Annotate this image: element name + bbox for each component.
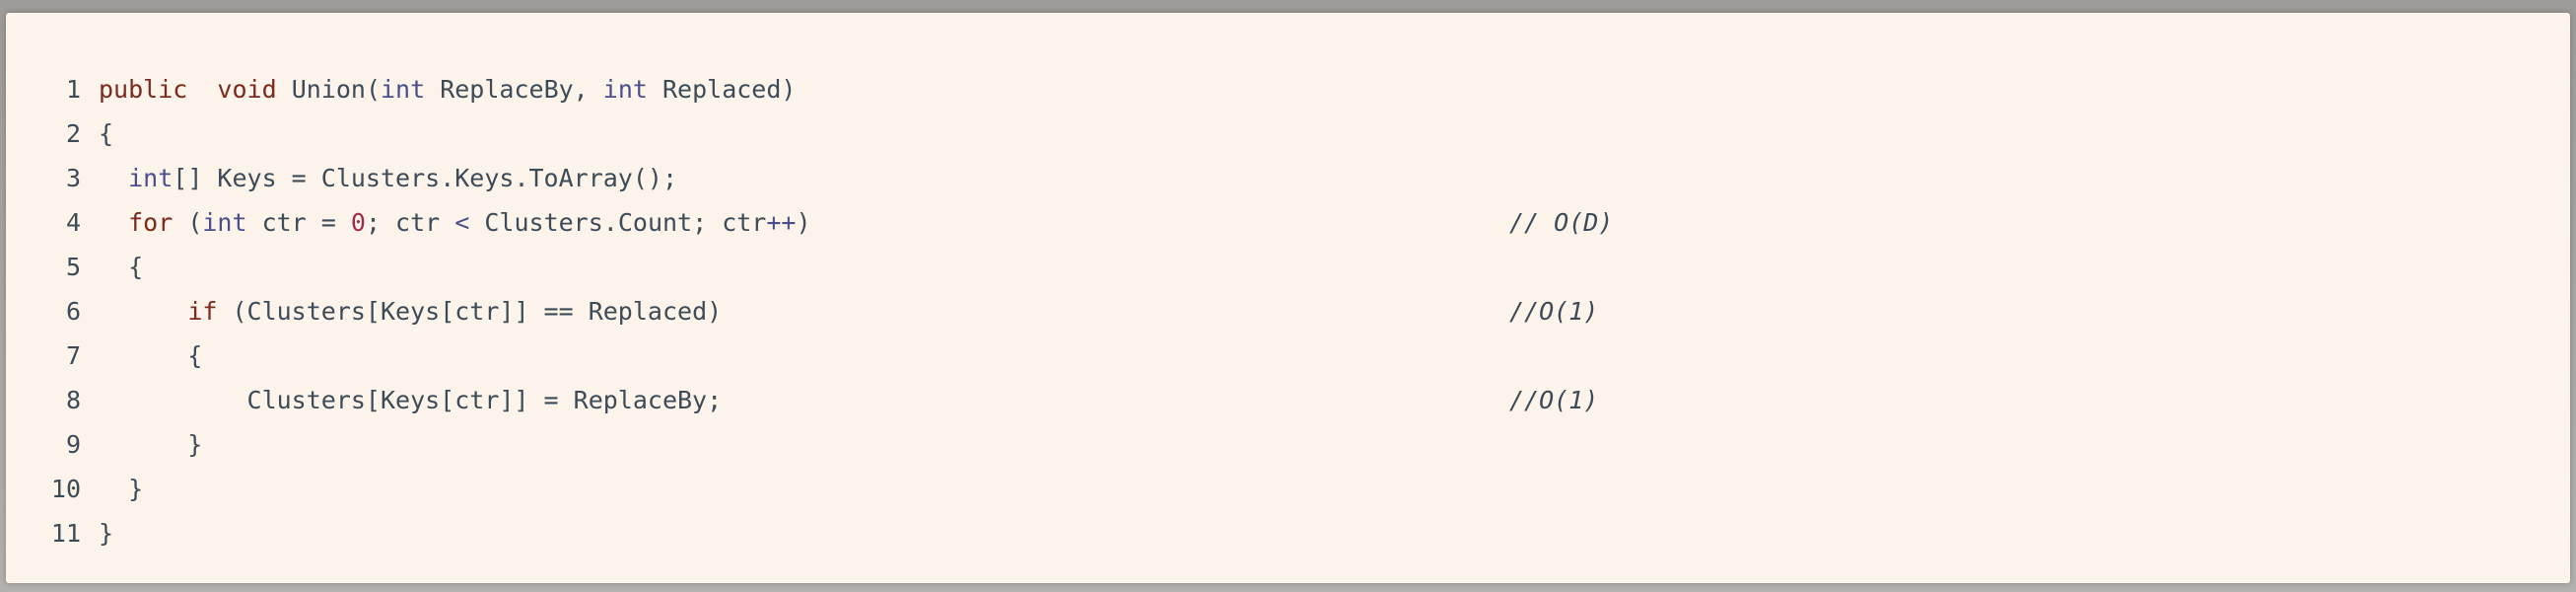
code-token-op: ++ xyxy=(766,208,797,237)
code-line: 1 public void Union(int ReplaceBy, int Re… xyxy=(6,67,2570,111)
line-number: 3 xyxy=(65,164,81,192)
code-token-plain xyxy=(99,208,128,237)
line-code: } xyxy=(99,467,143,511)
line-number: 8 xyxy=(65,386,81,414)
code-token-plain: Replaced) xyxy=(647,75,797,104)
line-code: int[] Keys = Clusters.Keys.ToArray(); xyxy=(99,156,677,200)
code-token-plain: (Clusters[Keys[ctr]] == Replaced) xyxy=(217,297,723,326)
code-line: 9 } xyxy=(6,422,2570,467)
line-number: 1 xyxy=(65,75,81,104)
code-line: 3 int[] Keys = Clusters.Keys.ToArray(); xyxy=(6,156,2570,200)
line-code: public void Union(int ReplaceBy, int Rep… xyxy=(99,67,796,111)
line-comment: // O(D) xyxy=(1509,208,1614,237)
code-token-plain: [] Keys = Clusters.Keys.ToArray(); xyxy=(173,164,678,192)
code-panel: 1 public void Union(int ReplaceBy, int Re… xyxy=(6,13,2570,583)
line-number: 4 xyxy=(65,208,81,237)
code-line: 10 } xyxy=(6,467,2570,511)
code-token-plain: } xyxy=(99,519,114,548)
code-token-kw: void xyxy=(217,75,277,104)
code-token-type: int xyxy=(202,208,247,237)
line-code: { xyxy=(99,245,143,289)
line-code: } xyxy=(99,511,113,555)
code-token-plain xyxy=(99,297,187,326)
code-line: 7 { xyxy=(6,333,2570,378)
code-token-plain: Union( xyxy=(276,75,381,104)
line-number: 11 xyxy=(50,519,81,548)
code-token-kw: public xyxy=(99,75,188,104)
code-token-kw: for xyxy=(128,208,174,237)
line-code: for (int ctr = 0; ctr < Clusters.Count; … xyxy=(99,200,811,245)
code-token-plain: } xyxy=(99,430,203,459)
line-number: 7 xyxy=(65,341,81,370)
code-token-plain: { xyxy=(99,253,144,281)
code-token-plain: } xyxy=(99,475,144,503)
line-code: if (Clusters[Keys[ctr]] == Replaced) xyxy=(99,289,722,333)
line-code: { xyxy=(99,333,202,378)
code-token-type: int xyxy=(381,75,426,104)
code-line: 11} xyxy=(6,511,2570,555)
code-token-type: int xyxy=(602,75,648,104)
code-block: 1 public void Union(int ReplaceBy, int Re… xyxy=(6,67,2570,555)
code-token-plain: Clusters[Keys[ctr]] = ReplaceBy; xyxy=(99,386,723,414)
line-code: { xyxy=(99,111,113,156)
line-number: 9 xyxy=(65,430,81,459)
code-token-type: int xyxy=(128,164,174,192)
code-line: 2{ xyxy=(6,111,2570,156)
code-token-op: < xyxy=(454,208,470,237)
code-token-plain: ( xyxy=(173,208,203,237)
code-token-plain xyxy=(187,75,217,104)
code-token-plain: ctr = xyxy=(246,208,351,237)
code-line: 8 Clusters[Keys[ctr]] = ReplaceBy; //O(1) xyxy=(6,378,2570,422)
line-number: 2 xyxy=(65,119,81,148)
code-token-plain: { xyxy=(99,119,114,148)
code-token-plain: ReplaceBy, xyxy=(425,75,603,104)
line-code: Clusters[Keys[ctr]] = ReplaceBy; xyxy=(99,378,723,422)
code-token-plain: ; ctr xyxy=(365,208,455,237)
line-number: 6 xyxy=(65,297,81,326)
code-token-plain xyxy=(99,164,128,192)
line-comment: //O(1) xyxy=(1509,386,1599,414)
line-number: 5 xyxy=(65,253,81,281)
line-code: } xyxy=(99,422,202,467)
line-number: 10 xyxy=(50,475,81,503)
code-token-num: 0 xyxy=(350,208,366,237)
code-line: 4 for (int ctr = 0; ctr < Clusters.Count… xyxy=(6,200,2570,245)
code-line: 5 { xyxy=(6,245,2570,289)
code-token-plain: ) xyxy=(796,208,811,237)
code-token-kw: if xyxy=(187,297,218,326)
code-line: 6 if (Clusters[Keys[ctr]] == Replaced) //… xyxy=(6,289,2570,333)
code-token-plain: Clusters.Count; ctr xyxy=(469,208,767,237)
line-comment: //O(1) xyxy=(1509,297,1599,326)
code-token-plain: { xyxy=(99,341,203,370)
